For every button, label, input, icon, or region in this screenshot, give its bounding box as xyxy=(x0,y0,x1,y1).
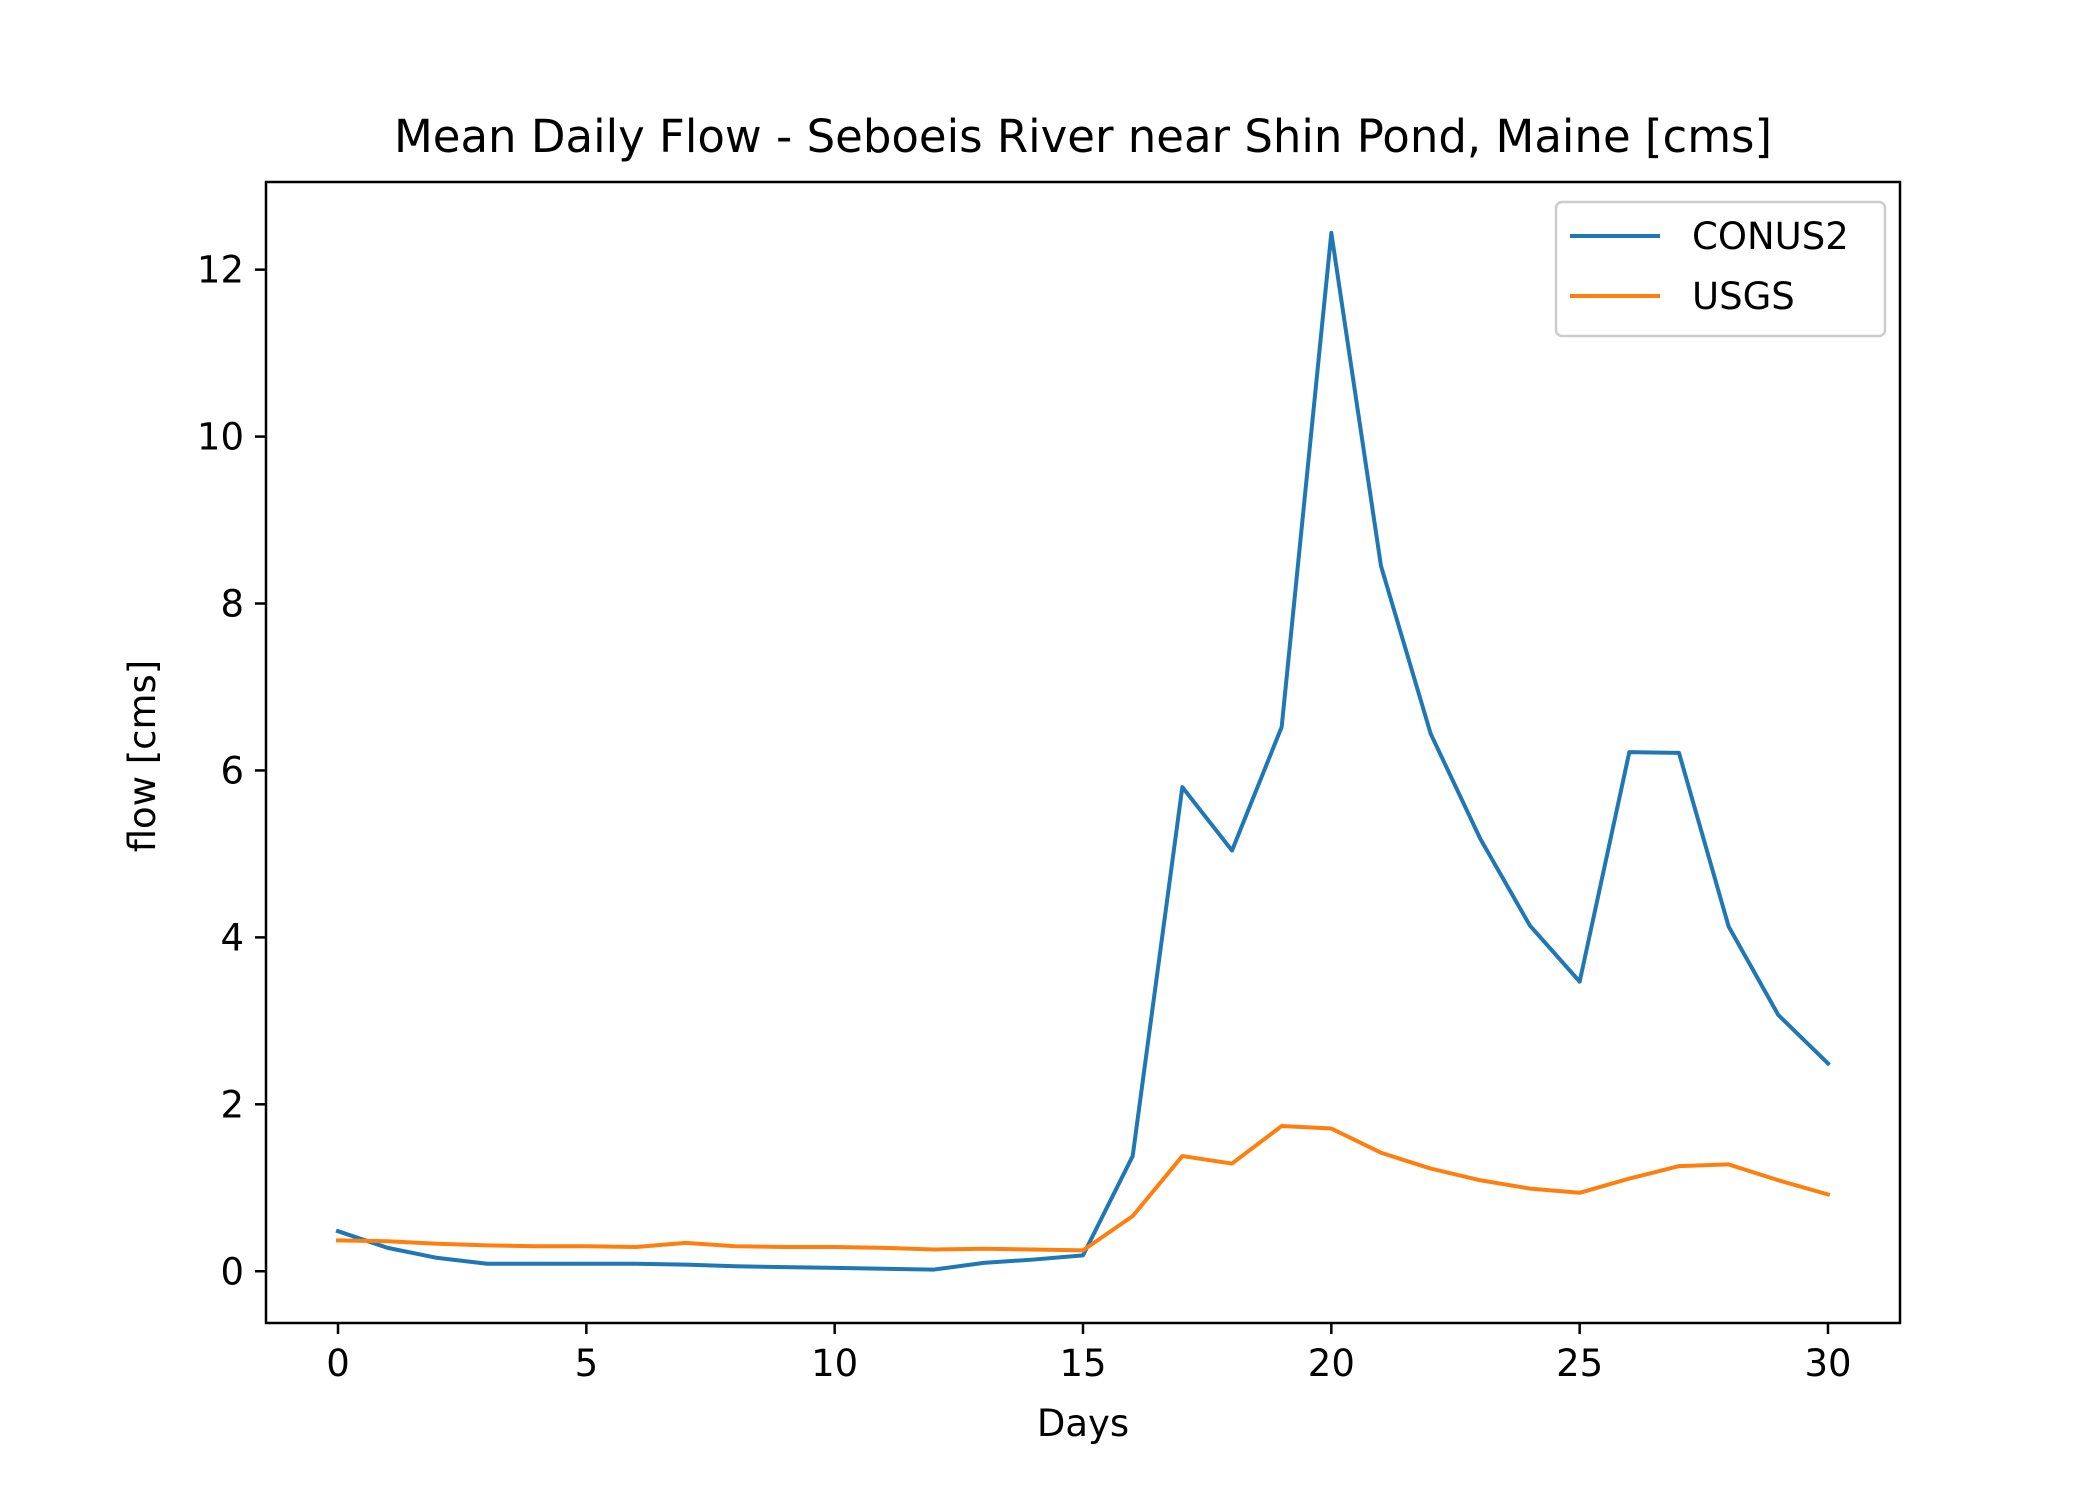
y-tick-label: 2 xyxy=(220,1083,244,1126)
x-axis-label: Days xyxy=(1037,1402,1129,1445)
series-lines xyxy=(335,230,1831,1272)
y-tick-label: 6 xyxy=(220,749,244,792)
legend-label-conus2: CONUS2 xyxy=(1692,215,1849,258)
y-tick-label: 12 xyxy=(197,249,244,292)
x-tick-label: 20 xyxy=(1308,1342,1355,1385)
y-axis-ticks: 0 2 4 6 8 10 12 xyxy=(197,249,266,1293)
y-tick-label: 10 xyxy=(197,416,244,459)
y-tick-label: 0 xyxy=(220,1250,244,1293)
legend-label-usgs: USGS xyxy=(1692,275,1795,318)
y-tick-label: 8 xyxy=(220,583,244,626)
x-tick-label: 15 xyxy=(1059,1342,1106,1385)
series-line-conus2 xyxy=(335,230,1831,1272)
x-tick-label: 25 xyxy=(1556,1342,1603,1385)
plot-frame xyxy=(264,180,1902,1325)
x-tick-label: 10 xyxy=(811,1342,858,1385)
x-axis-ticks: 0 5 10 15 20 25 30 xyxy=(326,1323,1852,1385)
legend: CONUS2 USGS xyxy=(1554,200,1887,338)
x-tick-label: 5 xyxy=(575,1342,599,1385)
x-tick-label: 0 xyxy=(326,1342,350,1385)
y-axis-label: flow [cms] xyxy=(121,660,164,853)
series-line-usgs xyxy=(335,1124,1831,1253)
y-tick-label: 4 xyxy=(220,916,244,959)
x-tick-label: 30 xyxy=(1804,1342,1851,1385)
chart-title: Mean Daily Flow - Seboeis River near Shi… xyxy=(394,110,1772,163)
